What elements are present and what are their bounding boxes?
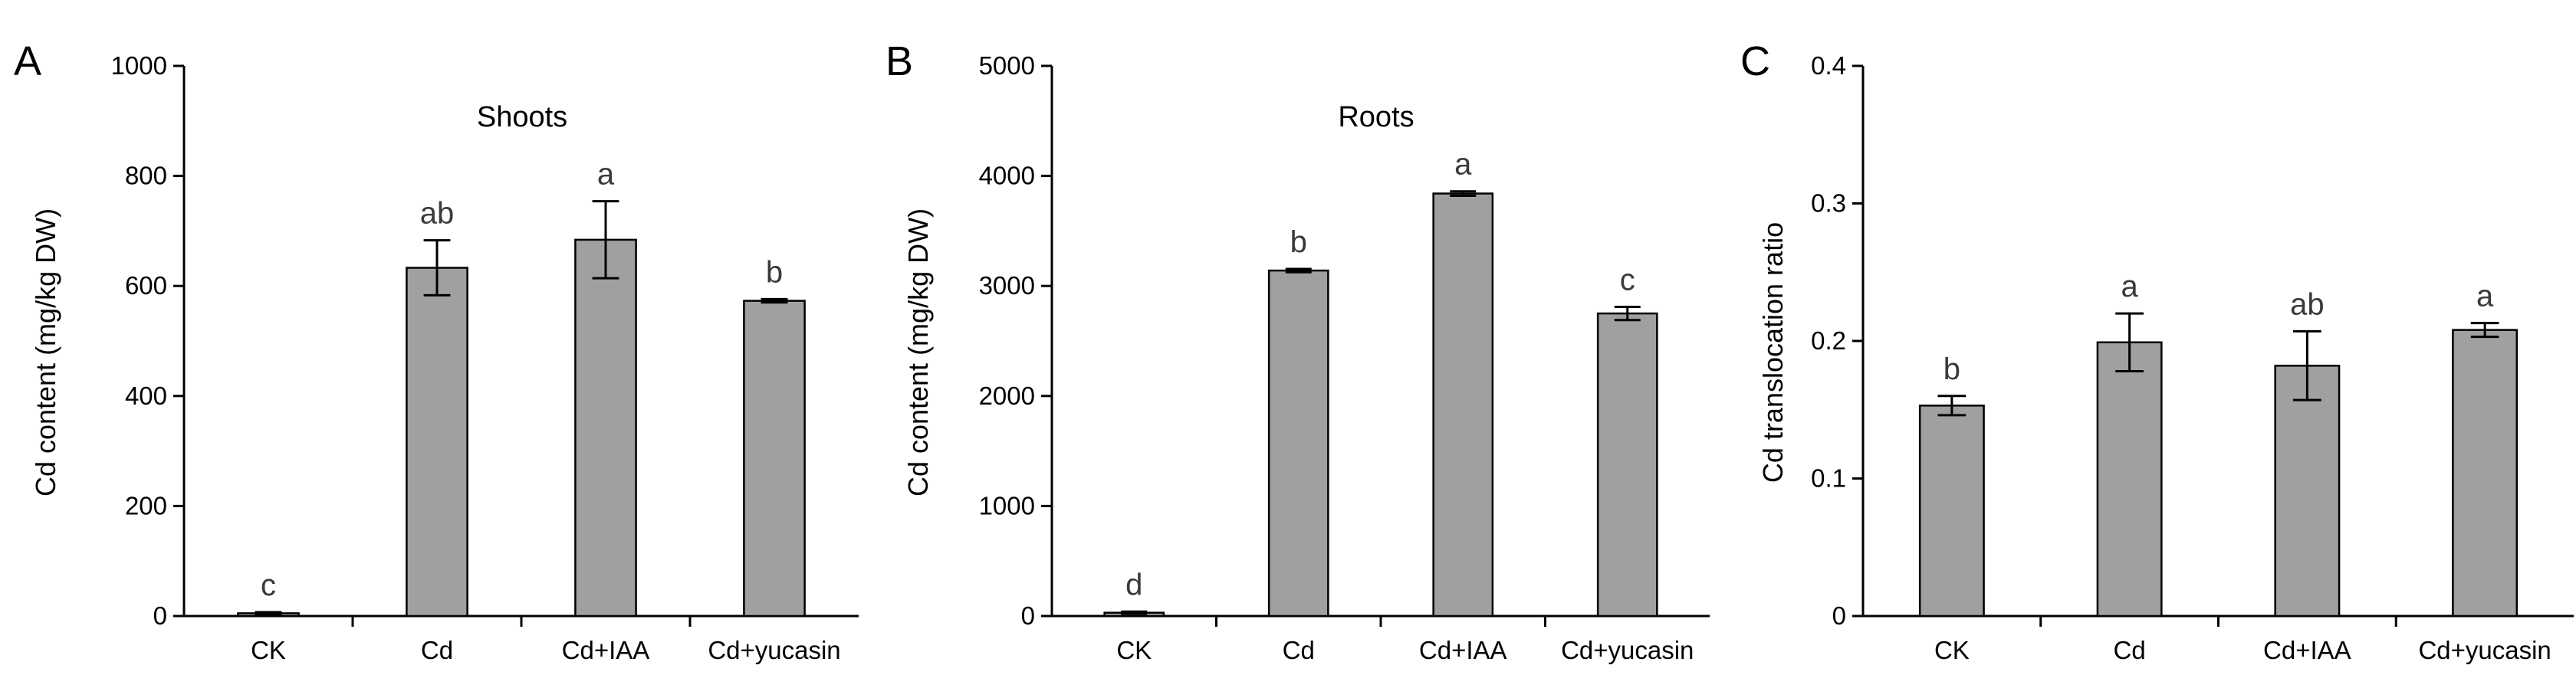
y-tick-label: 1000 — [111, 51, 167, 80]
x-tick-label: CK — [251, 636, 286, 664]
y-tick-label: 0.1 — [1811, 464, 1846, 493]
y-tick-label: 600 — [125, 271, 167, 300]
panel-letter-c: C — [1740, 38, 1770, 84]
chart-title-a: Shoots — [477, 101, 567, 133]
significance-letter: ab — [420, 197, 455, 231]
y-tick-label: 1000 — [979, 491, 1035, 519]
x-tick-label: Cd+IAA — [562, 636, 650, 664]
panel-a: A Cd content (mg/kg DW) Shoots 0 200 400 60… — [14, 38, 859, 664]
y-tick-label: 0.3 — [1811, 189, 1846, 218]
y-tick-label: 2000 — [979, 382, 1035, 410]
plot-area-a: 0 200 400 600 800 1000 c CK ab Cd a Cd+IAA b Cd+yucas… — [111, 51, 859, 664]
x-tick-label: Cd — [2114, 636, 2146, 664]
x-tick-label: CK — [1934, 636, 1970, 664]
y-tick-label: 0 — [153, 601, 167, 630]
bar — [2452, 329, 2518, 618]
bar — [1432, 192, 1494, 618]
y-tick-label: 400 — [125, 382, 167, 410]
x-tick-label: Cd+yucasin — [2418, 636, 2551, 664]
significance-letter: ab — [2290, 287, 2325, 321]
y-axis-title-b: Cd content (mg/kg DW) — [902, 208, 934, 496]
panel-letter-a: A — [14, 38, 41, 84]
plot-area-c: 0 0.1 0.2 0.3 0.4 b CK a Cd ab Cd+IAA a Cd+yucasin — [1811, 51, 2574, 664]
bar — [2096, 341, 2163, 618]
significance-letter: a — [2121, 270, 2139, 303]
x-tick-label: Cd — [1283, 636, 1315, 664]
x-tick-label: Cd+yucasin — [708, 636, 840, 664]
bar — [1918, 405, 1985, 618]
x-tick-label: Cd — [421, 636, 453, 664]
y-tick-label: 3000 — [979, 271, 1035, 300]
bar — [1596, 312, 1658, 618]
bar — [743, 300, 806, 618]
y-tick-label: 0 — [1021, 601, 1035, 630]
x-tick-label: Cd+yucasin — [1561, 636, 1694, 664]
y-tick-label: 5000 — [979, 51, 1035, 80]
plot-area-b: 0 1000 2000 3000 4000 5000 d CK b Cd a Cd+IAA c Cd+yu… — [979, 51, 1710, 664]
y-axis-title-a: Cd content (mg/kg DW) — [30, 208, 61, 496]
y-tick-label: 0 — [1832, 601, 1846, 630]
significance-letter: a — [2476, 280, 2494, 313]
x-tick-label: Cd+IAA — [1419, 636, 1507, 664]
y-tick-label: 800 — [125, 162, 167, 190]
x-tick-label: Cd+IAA — [2263, 636, 2351, 664]
panel-letter-b: B — [886, 38, 913, 84]
significance-letter: c — [1620, 263, 1635, 297]
y-tick-label: 4000 — [979, 162, 1035, 190]
significance-letter: a — [1454, 148, 1472, 182]
significance-letter: b — [766, 255, 783, 289]
y-tick-label: 0.4 — [1811, 51, 1846, 80]
significance-letter: c — [261, 569, 276, 602]
bar — [406, 267, 468, 618]
x-tick-label: CK — [1116, 636, 1152, 664]
significance-letter: a — [597, 158, 615, 192]
y-axis-title-c: Cd translocation ratio — [1757, 222, 1789, 483]
bar — [1267, 269, 1329, 618]
panel-b: B Cd content (mg/kg DW) Roots 0 1000 2000 3… — [886, 38, 1710, 664]
significance-letter: b — [1290, 225, 1307, 259]
y-tick-label: 200 — [125, 491, 167, 519]
y-tick-label: 0.2 — [1811, 326, 1846, 355]
bar — [2274, 365, 2341, 618]
bar — [574, 238, 637, 618]
significance-letter: b — [1944, 352, 1960, 386]
significance-letter: d — [1125, 568, 1142, 601]
chart-title-b: Roots — [1338, 101, 1414, 133]
panel-c: C Cd translocation ratio 0 0.1 0.2 0.3 0.4 b C… — [1740, 38, 2574, 664]
